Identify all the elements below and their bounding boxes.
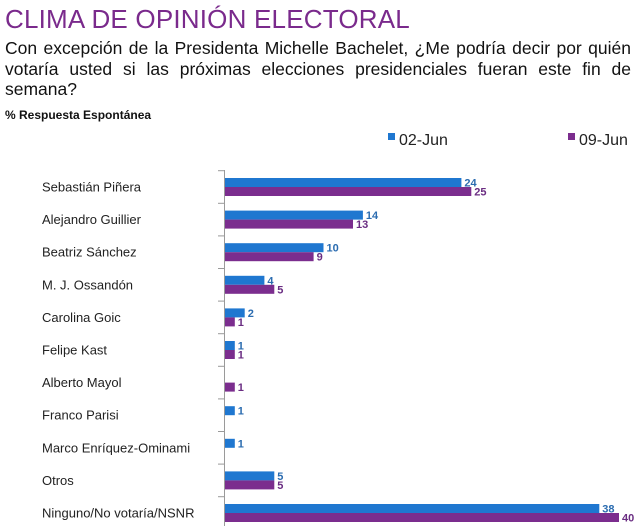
data-label: 24 xyxy=(464,178,477,190)
page-title: CLIMA DE OPINIÓN ELECTORAL xyxy=(5,4,410,34)
bar-series-a xyxy=(225,438,235,448)
legend-swatch-1 xyxy=(388,133,395,140)
category-label: Marco Enríquez-Ominami xyxy=(42,440,190,455)
bar-series-a xyxy=(225,308,245,318)
data-label: 13 xyxy=(356,219,368,231)
data-label: 1 xyxy=(238,341,244,353)
data-label: 4 xyxy=(267,275,274,287)
bar-series-b xyxy=(225,480,275,490)
data-label: 1 xyxy=(238,406,244,418)
category-label: Alejandro Guillier xyxy=(42,212,142,227)
category-label: Ninguno/No votaría/NSNR xyxy=(42,506,194,521)
data-label: 1 xyxy=(238,350,244,362)
bar-series-b xyxy=(225,284,275,294)
bar-series-b xyxy=(225,252,314,262)
category-label: M. J. Ossandón xyxy=(42,277,133,292)
category-label: Carolina Goic xyxy=(42,310,121,325)
legend-swatch-2 xyxy=(568,133,575,140)
data-label: 40 xyxy=(622,513,634,525)
data-label: 1 xyxy=(238,382,244,394)
bar-series-a xyxy=(225,275,265,285)
bar-series-b xyxy=(225,382,235,392)
data-label: 5 xyxy=(277,480,283,492)
chart-legend: 02-Jun 09-Jun xyxy=(388,132,628,149)
data-label: 10 xyxy=(327,243,339,255)
bar-series-a xyxy=(225,406,235,416)
chart-subtitle: % Respuesta Espontánea xyxy=(5,108,152,122)
bar-series-a xyxy=(225,341,235,350)
survey-question: Con excepción de la Presidenta Michelle … xyxy=(5,38,631,99)
category-label: Beatriz Sánchez xyxy=(42,245,137,260)
bar-series-a xyxy=(225,471,275,481)
data-label: 14 xyxy=(366,210,379,222)
category-label: Franco Parisi xyxy=(42,408,119,423)
bar-series-b xyxy=(225,513,619,522)
data-label: 25 xyxy=(474,187,486,199)
data-label: 5 xyxy=(277,284,283,296)
data-label: 5 xyxy=(277,471,283,483)
category-label: Felipe Kast xyxy=(42,343,107,358)
category-label: Sebastián Piñera xyxy=(42,180,142,195)
data-label: 38 xyxy=(602,504,614,516)
category-label: Alberto Mayol xyxy=(42,375,122,390)
legend-label-2: 09-Jun xyxy=(579,132,628,149)
bar-series-b xyxy=(225,219,353,229)
bar-series-b xyxy=(225,187,472,196)
data-label: 1 xyxy=(238,317,244,329)
legend-label-1: 02-Jun xyxy=(399,132,448,149)
bar-series-b xyxy=(225,350,235,359)
data-label: 9 xyxy=(317,252,323,264)
category-label: Otros xyxy=(42,473,74,488)
data-label: 1 xyxy=(238,438,244,450)
bar-series-a xyxy=(225,210,363,220)
data-label: 2 xyxy=(248,308,254,320)
bar-series-a xyxy=(225,243,324,253)
bar-series-b xyxy=(225,317,235,327)
bar-series-a xyxy=(225,178,462,187)
bar-series-a xyxy=(225,504,600,513)
